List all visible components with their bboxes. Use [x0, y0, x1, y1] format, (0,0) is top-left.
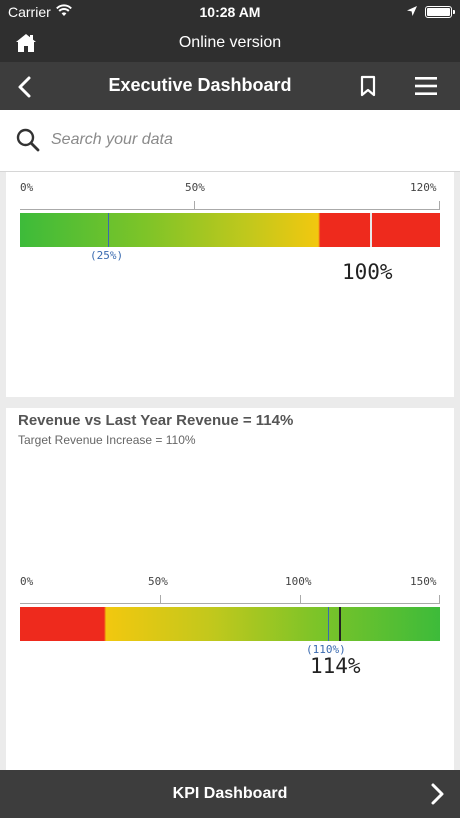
home-icon[interactable] [14, 31, 38, 55]
scale-label-50: 50% [148, 575, 168, 588]
carrier-label: Carrier [8, 4, 51, 20]
status-bar: Carrier 10:28 AM [0, 0, 460, 24]
value-marker [339, 607, 342, 641]
kpi-subtitle: Target Revenue Increase = 110% [18, 433, 196, 447]
target-marker [107, 213, 109, 247]
target-label: (110%) [306, 643, 346, 656]
scale-label-min: 0% [20, 575, 34, 588]
chevron-right-icon[interactable] [426, 782, 448, 806]
kpi-title: Revenue vs Last Year Revenue = 114% [18, 412, 294, 429]
scale-tick [439, 201, 440, 209]
battery-icon [425, 6, 455, 18]
target-label: (25%) [90, 249, 124, 262]
scale-label-100: 100% [285, 575, 312, 588]
gauge-bar [20, 213, 440, 247]
app-header: Executive Dashboard [0, 62, 460, 110]
value-label: 114% [310, 654, 361, 678]
online-version-bar: Online version [0, 24, 460, 62]
value-label: 100% [342, 260, 393, 284]
kpi-gauge-card-1[interactable]: 0% 50% 120% (25%) 100% [6, 172, 454, 397]
back-chevron-icon[interactable] [12, 74, 38, 100]
scale-tick [439, 595, 440, 603]
target-marker [328, 607, 329, 641]
scale-label-max: 120% [410, 181, 437, 194]
scale-tick [160, 595, 161, 603]
value-marker [370, 213, 372, 247]
location-arrow-icon [406, 4, 418, 20]
search-bar[interactable]: Search your data [0, 110, 460, 172]
gauge-bar [20, 607, 440, 641]
wifi-icon [56, 4, 72, 20]
scale-tick [300, 595, 301, 603]
kpi-gauge-card-2[interactable]: Revenue vs Last Year Revenue = 114% Targ… [6, 408, 454, 770]
scale-axis [20, 603, 440, 604]
scale-axis [20, 209, 440, 210]
scale-label-min: 0% [20, 181, 34, 194]
status-time: 10:28 AM [199, 4, 261, 20]
hamburger-menu-icon[interactable] [413, 75, 439, 97]
scale-label-mid: 50% [185, 181, 205, 194]
scale-label-max: 150% [410, 575, 437, 588]
next-sheet-title: KPI Dashboard [172, 785, 288, 802]
bookmark-icon[interactable] [356, 74, 380, 98]
search-icon [15, 127, 41, 153]
version-title: Online version [178, 34, 282, 51]
footer-bar[interactable]: KPI Dashboard [0, 770, 460, 818]
scale-tick [194, 201, 195, 209]
page-title: Executive Dashboard [108, 75, 292, 95]
search-input[interactable]: Search your data [51, 131, 173, 148]
